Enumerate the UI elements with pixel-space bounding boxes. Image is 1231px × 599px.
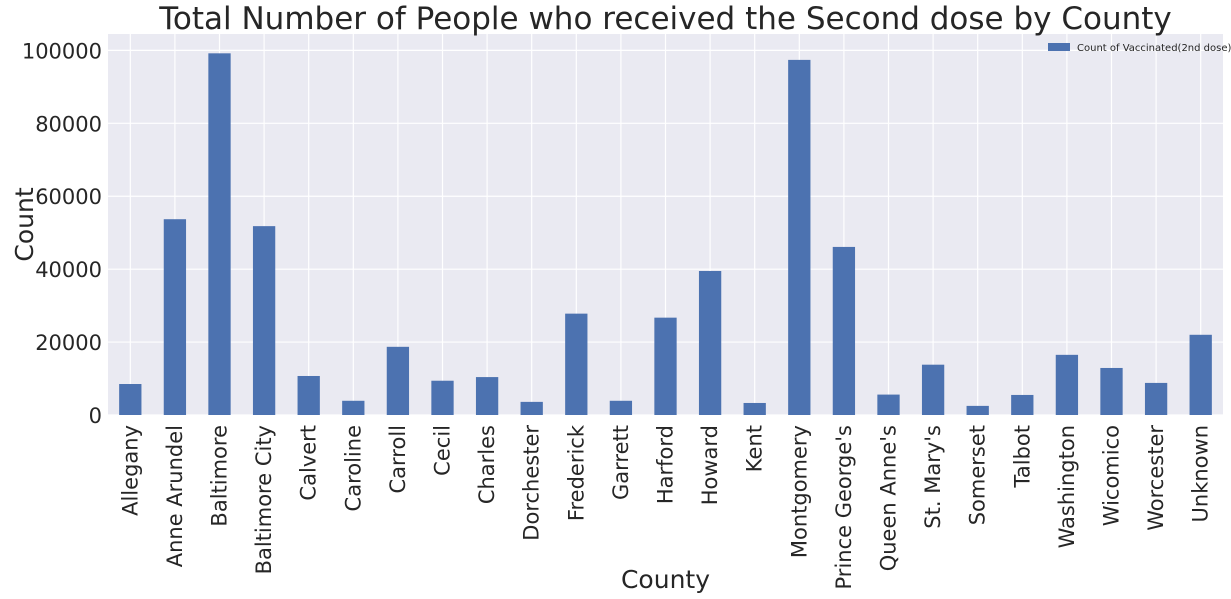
- bar-howard: [698, 270, 722, 415]
- x-tick-label: Howard: [698, 425, 722, 505]
- legend: Count of Vaccinated(2nd dose): [1048, 43, 1231, 54]
- x-tick-label: Charles: [475, 425, 499, 504]
- bar-queen-anne-s: [877, 394, 900, 415]
- bar-wicomico: [1100, 367, 1123, 415]
- bar-unknown: [1189, 334, 1212, 415]
- x-tick-label: Kent: [743, 425, 767, 472]
- legend-swatch: [1048, 43, 1070, 51]
- x-tick-label: Harford: [654, 425, 678, 504]
- legend-label: Count of Vaccinated(2nd dose): [1077, 43, 1231, 54]
- bar-st-mary-s: [921, 364, 945, 415]
- x-tick-label: St. Mary's: [921, 425, 945, 529]
- x-tick-label: Unknown: [1189, 425, 1213, 522]
- x-tick-label: Worcester: [1144, 425, 1168, 531]
- bar-somerset: [966, 405, 989, 415]
- x-tick-label: Allegany: [118, 425, 142, 516]
- x-tick-labels: Allegany Anne Arundel Baltimore Baltimore C…: [118, 424, 1212, 589]
- bar-kent: [743, 402, 766, 415]
- y-tick-label: 100000: [22, 39, 102, 63]
- x-tick-label: Baltimore: [208, 425, 232, 527]
- bar-caroline: [342, 400, 365, 415]
- bars: [119, 53, 1212, 416]
- x-axis-label: County: [621, 565, 710, 594]
- x-tick-label: Washington: [1055, 425, 1079, 548]
- x-tick-label: Anne Arundel: [163, 425, 187, 567]
- x-tick-label: Wicomico: [1100, 425, 1124, 526]
- bar-talbot: [1011, 394, 1034, 415]
- x-tick-label: Queen Anne's: [877, 425, 901, 571]
- x-tick-label: Carroll: [386, 425, 410, 494]
- bar-frederick: [565, 313, 588, 415]
- bar-carroll: [386, 346, 410, 415]
- x-tick-label: Talbot: [1010, 425, 1034, 488]
- bar-garrett: [609, 400, 633, 415]
- bar-washington: [1055, 354, 1079, 415]
- x-tick-label: Baltimore City: [252, 425, 276, 574]
- bar-anne-arundel: [163, 219, 187, 415]
- chart-title: Total Number of People who received the …: [158, 1, 1172, 37]
- bar-prince-george-s: [832, 246, 856, 415]
- y-tick-label: 80000: [35, 112, 102, 136]
- bar-charles: [475, 377, 499, 415]
- bar-harford: [654, 317, 677, 415]
- x-tick-label: Somerset: [966, 425, 990, 525]
- bar-baltimore-city: [252, 226, 276, 415]
- x-tick-label: Frederick: [564, 424, 588, 521]
- x-tick-label: Cecil: [431, 425, 455, 476]
- bar-cecil: [431, 380, 454, 415]
- bar-montgomery: [788, 59, 811, 416]
- x-tick-label: Caroline: [341, 425, 365, 511]
- y-tick-label: 0: [89, 404, 102, 428]
- y-tick-label: 40000: [35, 258, 102, 282]
- y-tick-label: 60000: [35, 185, 102, 209]
- bar-worcester: [1144, 382, 1168, 415]
- x-tick-label: Calvert: [297, 425, 321, 501]
- y-tick-labels: 0 20000 40000 60000 80000 100000: [22, 39, 102, 428]
- bar-dorchester: [520, 401, 543, 415]
- y-tick-label: 20000: [35, 331, 102, 355]
- bar-calvert: [297, 375, 320, 415]
- y-axis-label: Count: [10, 187, 39, 261]
- x-tick-label: Montgomery: [787, 425, 811, 558]
- x-tick-label: Prince George's: [832, 425, 856, 589]
- x-tick-label: Dorchester: [520, 425, 544, 541]
- bar-baltimore: [208, 53, 231, 415]
- bar-allegany: [119, 384, 142, 415]
- x-tick-label: Garrett: [609, 425, 633, 500]
